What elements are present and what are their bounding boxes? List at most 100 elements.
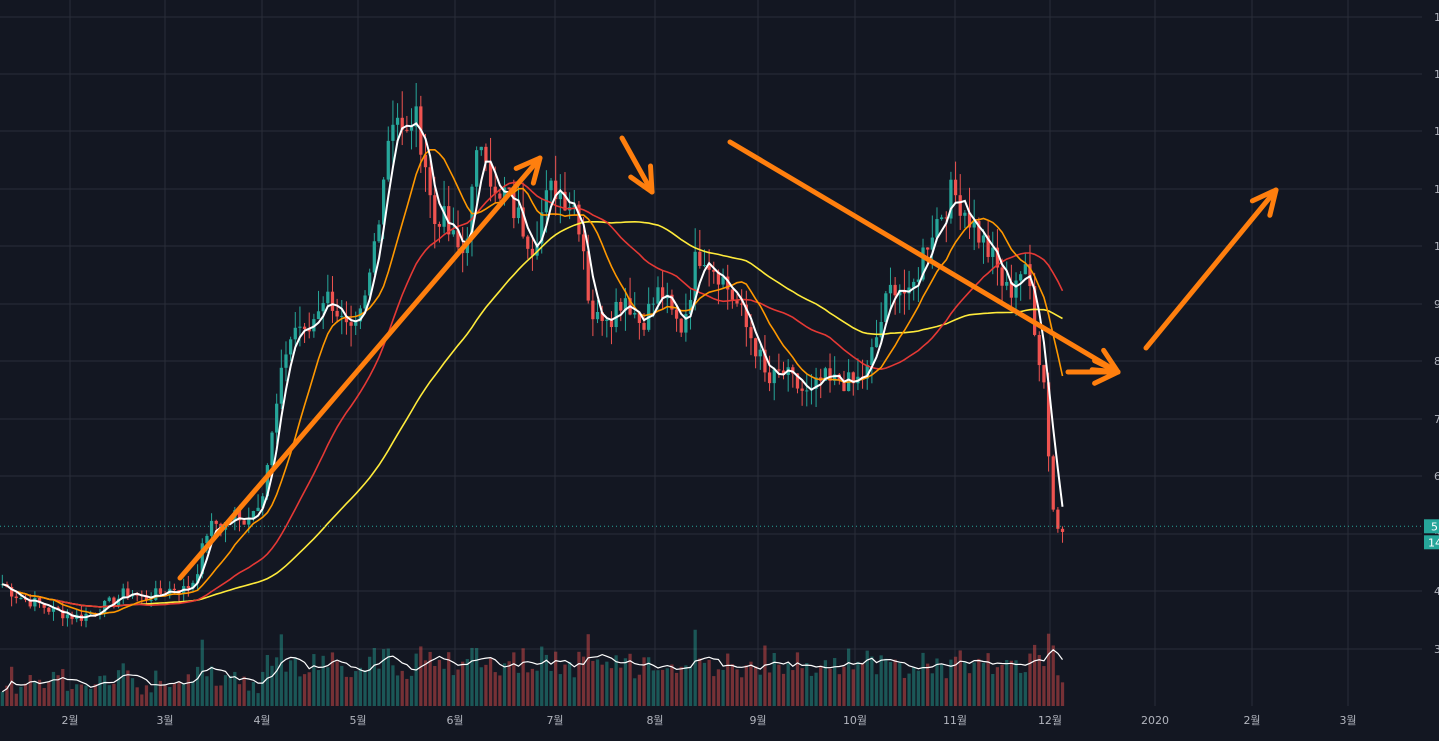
volume-bar <box>335 661 339 706</box>
candle-body <box>958 195 962 216</box>
volume-bar <box>544 654 549 706</box>
volume-bar <box>358 667 363 706</box>
candle-body <box>753 338 758 357</box>
candle-body <box>400 117 404 130</box>
volume-bar <box>28 675 32 706</box>
volume-bar <box>340 665 344 706</box>
candle-body <box>991 247 995 257</box>
candle-body <box>674 309 679 319</box>
candle-body <box>288 339 293 355</box>
candle-body <box>414 106 418 127</box>
volume-bar <box>670 664 674 706</box>
candle-body <box>502 187 507 199</box>
volume-bar <box>526 672 530 706</box>
volume-bar <box>698 658 702 706</box>
volume-bar <box>628 653 632 706</box>
candle-body <box>1000 267 1004 286</box>
volume-bar <box>265 654 270 706</box>
volume-bar <box>744 665 748 706</box>
candle-body <box>302 326 307 330</box>
candle-body <box>298 326 302 328</box>
volume-bar <box>186 674 190 706</box>
candle-body <box>488 162 493 187</box>
x-tick-label: 12월 <box>1038 714 1062 727</box>
volume-bar <box>275 657 279 706</box>
volume-bar <box>921 652 925 706</box>
candle-body <box>772 369 776 384</box>
volume-bar <box>51 671 56 706</box>
volume-bar <box>284 671 288 706</box>
candle-body <box>484 146 488 163</box>
volume-bar <box>902 677 907 706</box>
candle-body <box>656 287 660 304</box>
candle-body <box>256 507 260 512</box>
x-tick-label: 9월 <box>749 714 766 727</box>
candle-body <box>912 281 916 288</box>
volume-bar <box>558 674 562 706</box>
x-tick-label: 4월 <box>253 714 270 727</box>
candle-body <box>1046 382 1051 457</box>
candle-body <box>307 329 311 332</box>
volume-bar <box>381 649 386 706</box>
volume-bar <box>591 660 595 706</box>
candle-body <box>1056 509 1060 529</box>
volume-bar <box>182 683 186 706</box>
y-tick-label: 3 <box>1434 643 1439 656</box>
candle-body <box>479 146 483 151</box>
annotations <box>177 135 1279 581</box>
candle-body <box>242 520 246 525</box>
volume-bar <box>102 675 107 706</box>
candle-body <box>270 432 274 466</box>
candle-body <box>684 314 688 333</box>
candle-body <box>637 312 642 323</box>
volume-bar <box>944 678 948 706</box>
volume-bar <box>753 666 758 706</box>
candle-body <box>158 588 163 594</box>
candle-body <box>642 322 646 330</box>
x-tick-label: 7월 <box>546 714 563 727</box>
candle-body <box>944 217 948 219</box>
volume-bar <box>781 673 786 706</box>
volume-bar <box>707 659 711 706</box>
candle-body <box>558 191 562 200</box>
volume-bar <box>470 647 474 706</box>
candle-body <box>19 598 23 600</box>
volume-bar <box>600 664 604 706</box>
volume-bar <box>995 667 1000 706</box>
volume-bar <box>516 672 521 706</box>
candle-body <box>540 212 544 244</box>
volume-bar <box>795 652 800 706</box>
volume-bars <box>0 629 1065 706</box>
volume-bar <box>428 651 432 706</box>
volume-bar <box>354 671 358 706</box>
candle-body <box>14 596 18 599</box>
candle-body <box>493 186 497 194</box>
volume-bar <box>665 668 669 706</box>
volume-bar <box>614 655 618 706</box>
candle-body <box>712 269 716 272</box>
candle-body <box>135 594 139 596</box>
volume-bar <box>865 650 869 706</box>
volume-bar <box>349 677 353 706</box>
candle-body <box>474 150 479 187</box>
volume-bar <box>935 658 939 706</box>
volume-bar <box>907 673 911 706</box>
volume-bar <box>693 629 697 706</box>
ma-mid-line <box>2 149 1064 616</box>
candle-body <box>693 251 697 300</box>
candle-body <box>795 373 800 389</box>
candle-body <box>702 265 707 267</box>
candle-body <box>916 279 921 282</box>
x-tick-label: 2월 <box>61 714 78 727</box>
x-tick-label: 2020 <box>1141 714 1169 727</box>
candle-body <box>930 237 934 250</box>
volume-bar <box>772 653 776 706</box>
candle-body <box>591 300 595 320</box>
candle-body <box>679 318 683 333</box>
volume-bar <box>740 677 744 706</box>
volume-bar <box>451 675 456 706</box>
volume-bar <box>549 670 553 706</box>
volume-bar <box>814 672 818 706</box>
